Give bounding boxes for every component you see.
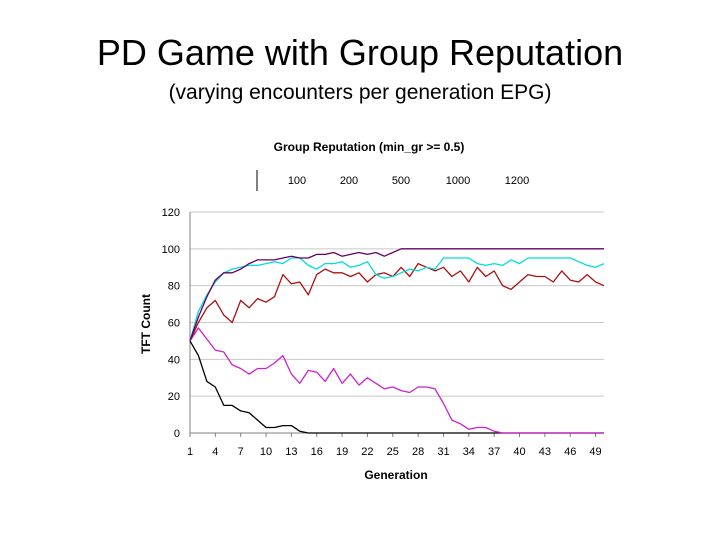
- x-tick-label: 1: [187, 446, 193, 458]
- y-tick-labels: 0 20 40 60 80 100 120: [162, 207, 180, 440]
- slide-title: PD Game with Group Reputation: [96, 32, 624, 73]
- x-tick-label: 4: [212, 446, 218, 458]
- x-tick-label: 37: [488, 446, 500, 458]
- x-tick-label: 13: [285, 446, 297, 458]
- x-tick-label: 16: [311, 446, 323, 458]
- x-tick-label: 10: [260, 446, 272, 458]
- x-tick-label: 22: [361, 446, 373, 458]
- legend: 100 200 500 1000 1200: [256, 170, 529, 191]
- x-axis-title: Generation: [364, 468, 427, 482]
- legend-label-500: 500: [392, 175, 410, 187]
- x-tick-label: 31: [437, 446, 449, 458]
- legend-label-200: 200: [340, 175, 358, 187]
- y-axis-title: TFT Count: [139, 294, 153, 354]
- y-tick-label: 100: [162, 244, 180, 256]
- y-tick-label: 40: [168, 354, 180, 366]
- series-line-100: [189, 340, 604, 434]
- series-line-1200: [189, 248, 604, 342]
- x-tick-labels: 1 4 7 10 13 16 19 22 25 28 31 34 37 40 43 46 49: [187, 446, 602, 458]
- axes: [189, 212, 604, 437]
- x-tick-label: 25: [387, 446, 399, 458]
- x-tick-label: 43: [539, 446, 551, 458]
- x-tick-label: 46: [564, 446, 576, 458]
- x-tick-label: 28: [412, 446, 424, 458]
- legend-label-1000: 1000: [446, 175, 470, 187]
- legend-label-100: 100: [288, 175, 306, 187]
- x-tick-label: 7: [238, 446, 244, 458]
- x-tick-label: 34: [463, 446, 475, 458]
- series-line-500: [189, 262, 605, 342]
- y-tick-label: 20: [168, 391, 180, 403]
- y-tick-label: 80: [168, 281, 180, 293]
- legend-label-1200: 1200: [505, 175, 529, 187]
- y-tick-label: 120: [162, 207, 180, 219]
- series-line-200: [189, 327, 604, 434]
- chart-title: Group Reputation (min_gr >= 0.5): [274, 140, 465, 154]
- series-line-1000: [189, 257, 605, 342]
- slide-subtitle: (varying encounters per generation EPG): [168, 81, 552, 104]
- grid-lines: [190, 211, 604, 397]
- y-tick-label: 60: [168, 318, 180, 330]
- x-tick-label: 40: [513, 446, 525, 458]
- x-tick-label: 49: [589, 446, 601, 458]
- y-tick-label: 0: [174, 428, 180, 440]
- x-tick-label: 19: [336, 446, 348, 458]
- series-lines: [189, 248, 605, 434]
